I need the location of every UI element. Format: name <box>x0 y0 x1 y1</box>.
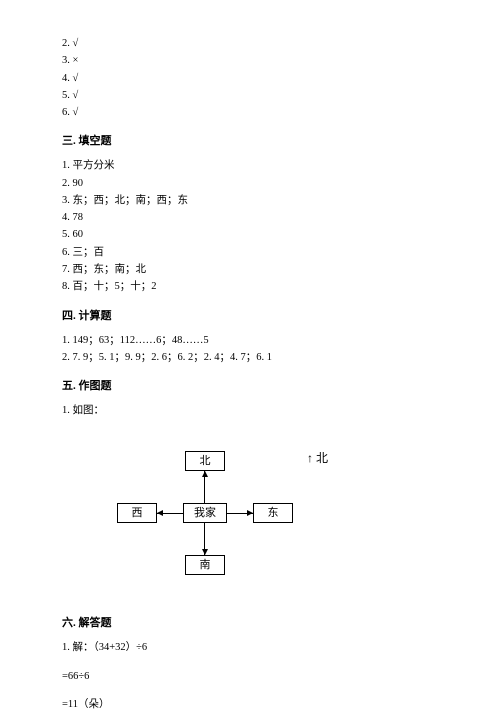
section3-heading: 三. 填空题 <box>62 133 438 150</box>
section5-heading: 五. 作图题 <box>62 378 438 395</box>
compass-label: 北 <box>316 451 328 465</box>
compass-indicator: ↑ 北 <box>307 449 328 468</box>
item-4: 4. √ <box>62 71 438 87</box>
fillblank-list: 1. 平方分米 2. 90 3. 东；西；北；南；西；东 4. 78 5. 60… <box>62 158 438 295</box>
arrow-s <box>202 549 208 555</box>
s3-5: 5. 60 <box>62 227 438 243</box>
direction-diagram: ↑ 北 北 我家 南 西 东 <box>62 441 438 589</box>
s4-1: 1. 149；63；112……6；48……5 <box>62 333 438 349</box>
calc-list: 1. 149；63；112……6；48……5 2. 7. 9；5. 1；9. 9… <box>62 333 438 367</box>
s5-intro: 1. 如图： <box>62 403 438 419</box>
solve-block: 1. 解：（34+32）÷6 =66÷6 =11（朵） <box>62 640 438 713</box>
arrow-n <box>202 471 208 477</box>
item-5: 5. √ <box>62 88 438 104</box>
s6-l2: =66÷6 <box>62 669 438 685</box>
arrow-w <box>157 510 163 516</box>
s3-8: 8. 百；十；5；十；2 <box>62 279 438 295</box>
box-south: 南 <box>185 555 225 575</box>
item-3: 3. × <box>62 53 438 69</box>
box-west: 西 <box>117 503 157 523</box>
s3-7: 7. 西；东；南；北 <box>62 262 438 278</box>
section6-heading: 六. 解答题 <box>62 615 438 632</box>
s3-2: 2. 90 <box>62 176 438 192</box>
box-center: 我家 <box>183 503 227 523</box>
s4-2: 2. 7. 9；5. 1；9. 9；2. 6；6. 2；2. 4；4. 7；6.… <box>62 350 438 366</box>
s6-l3: =11（朵） <box>62 697 438 713</box>
section4-heading: 四. 计算题 <box>62 308 438 325</box>
item-2: 2. √ <box>62 36 438 52</box>
s3-6: 6. 三；百 <box>62 245 438 261</box>
s6-l1: 1. 解：（34+32）÷6 <box>62 640 438 656</box>
item-6: 6. √ <box>62 105 438 121</box>
s3-4: 4. 78 <box>62 210 438 226</box>
checkmarks-list: 2. √ 3. × 4. √ 5. √ 6. √ <box>62 36 438 121</box>
s3-3: 3. 东；西；北；南；西；东 <box>62 193 438 209</box>
arrow-e <box>247 510 253 516</box>
box-east: 东 <box>253 503 293 523</box>
box-north: 北 <box>185 451 225 471</box>
s3-1: 1. 平方分米 <box>62 158 438 174</box>
